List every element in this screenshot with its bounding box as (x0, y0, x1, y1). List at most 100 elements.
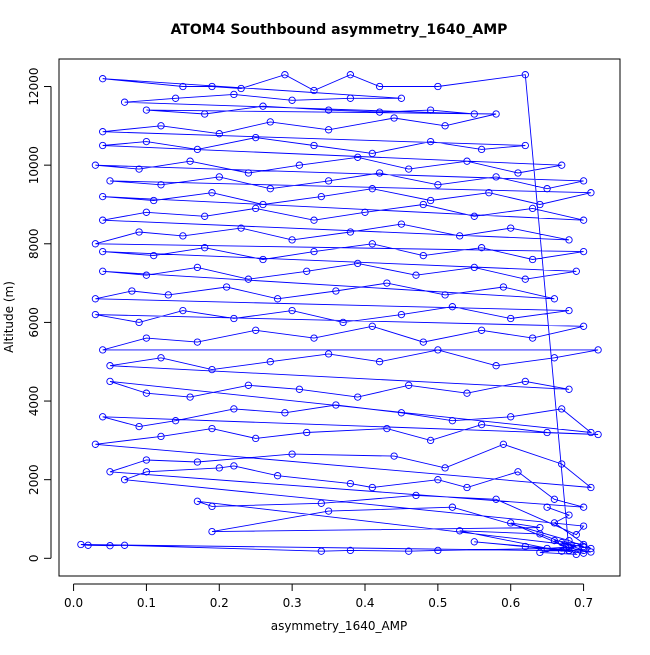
data-point (463, 157, 471, 165)
y-tick-label: 6000 (27, 307, 41, 338)
y-tick-label: 4000 (27, 386, 41, 417)
data-point (441, 464, 449, 472)
data-point (99, 192, 107, 201)
data-point (434, 346, 442, 354)
data-point (550, 536, 559, 545)
data-point (288, 306, 296, 315)
data-point (142, 208, 151, 216)
data-point (244, 275, 253, 283)
data-point (317, 192, 325, 201)
chart-title: ATOM4 Southbound asymmetry_1640_AMP (171, 22, 508, 38)
data-point (375, 358, 384, 366)
data-point (201, 244, 209, 252)
data-point (128, 287, 136, 295)
data-point (208, 82, 216, 91)
data-point (120, 98, 129, 106)
data-point (543, 544, 551, 553)
data-point (106, 362, 114, 370)
data-point (514, 169, 522, 177)
data-point (179, 232, 187, 240)
data-point (397, 310, 406, 319)
data-point (354, 153, 362, 161)
data-point (179, 82, 187, 91)
data-point (375, 169, 384, 177)
data-point (99, 267, 107, 275)
data-point (164, 291, 172, 299)
data-point (142, 271, 151, 279)
data-point (507, 224, 515, 232)
data-point (142, 389, 151, 397)
data-point (266, 358, 274, 366)
data-point (208, 365, 216, 374)
y-tick-label: 8000 (27, 229, 41, 260)
data-point (543, 503, 551, 511)
data-point (441, 291, 449, 299)
data-point (193, 338, 202, 346)
data-point (157, 122, 165, 130)
data-point (310, 141, 318, 150)
data-point (521, 141, 529, 150)
data-point (492, 495, 500, 503)
data-point (572, 267, 580, 275)
data-point (106, 468, 114, 476)
data-point (252, 133, 260, 142)
data-point (521, 377, 529, 386)
data-point (91, 295, 100, 303)
data-point (288, 450, 296, 458)
data-point (193, 145, 202, 154)
y-axis: 0 2000 4000 6000 8000 10000 12000 (27, 67, 52, 562)
data-point (354, 259, 362, 268)
data-point (186, 157, 194, 165)
data-point (594, 430, 602, 439)
data-point (99, 346, 107, 354)
data-point (470, 110, 478, 118)
data-point (434, 82, 442, 91)
data-point (266, 185, 274, 193)
data-point (244, 381, 253, 389)
plot-frame (58, 58, 621, 577)
data-point (499, 440, 508, 448)
data-point (448, 303, 457, 311)
x-tick-label: 0.7 (574, 596, 593, 610)
data-point (179, 306, 187, 315)
data-point (528, 255, 537, 264)
data-point (208, 424, 216, 433)
data-point (99, 216, 107, 224)
data-point (579, 503, 588, 511)
data-point (426, 436, 435, 445)
data-point (579, 542, 588, 551)
x-tick-label: 0.4 (355, 596, 374, 610)
data-point (587, 428, 595, 437)
data-point (193, 497, 202, 505)
data-point (135, 165, 143, 173)
data-point (405, 165, 413, 173)
data-point (303, 267, 311, 275)
x-tick-label: 0.1 (137, 596, 156, 610)
data-point (244, 169, 253, 177)
data-point (543, 185, 551, 193)
data-point (230, 314, 238, 323)
data-point (587, 548, 595, 556)
data-point (507, 413, 515, 421)
data-point (317, 547, 325, 555)
data-point (310, 247, 318, 256)
data-point (259, 255, 267, 264)
data-point (150, 251, 158, 260)
data-point (259, 102, 267, 110)
data-point (120, 476, 129, 484)
data-point (368, 483, 376, 492)
data-point (186, 393, 194, 401)
data-point (273, 295, 282, 303)
data-point (193, 263, 202, 272)
data-point (565, 306, 573, 315)
y-tick-label: 0 (27, 554, 41, 562)
data-point (99, 247, 107, 256)
data-point (470, 538, 478, 546)
x-tick-label: 0.2 (210, 596, 229, 610)
data-point (587, 544, 595, 553)
data-point (310, 334, 318, 342)
x-tick-label: 0.0 (64, 596, 83, 610)
data-point (368, 322, 376, 330)
data-point (332, 401, 340, 409)
data-point (201, 110, 209, 118)
